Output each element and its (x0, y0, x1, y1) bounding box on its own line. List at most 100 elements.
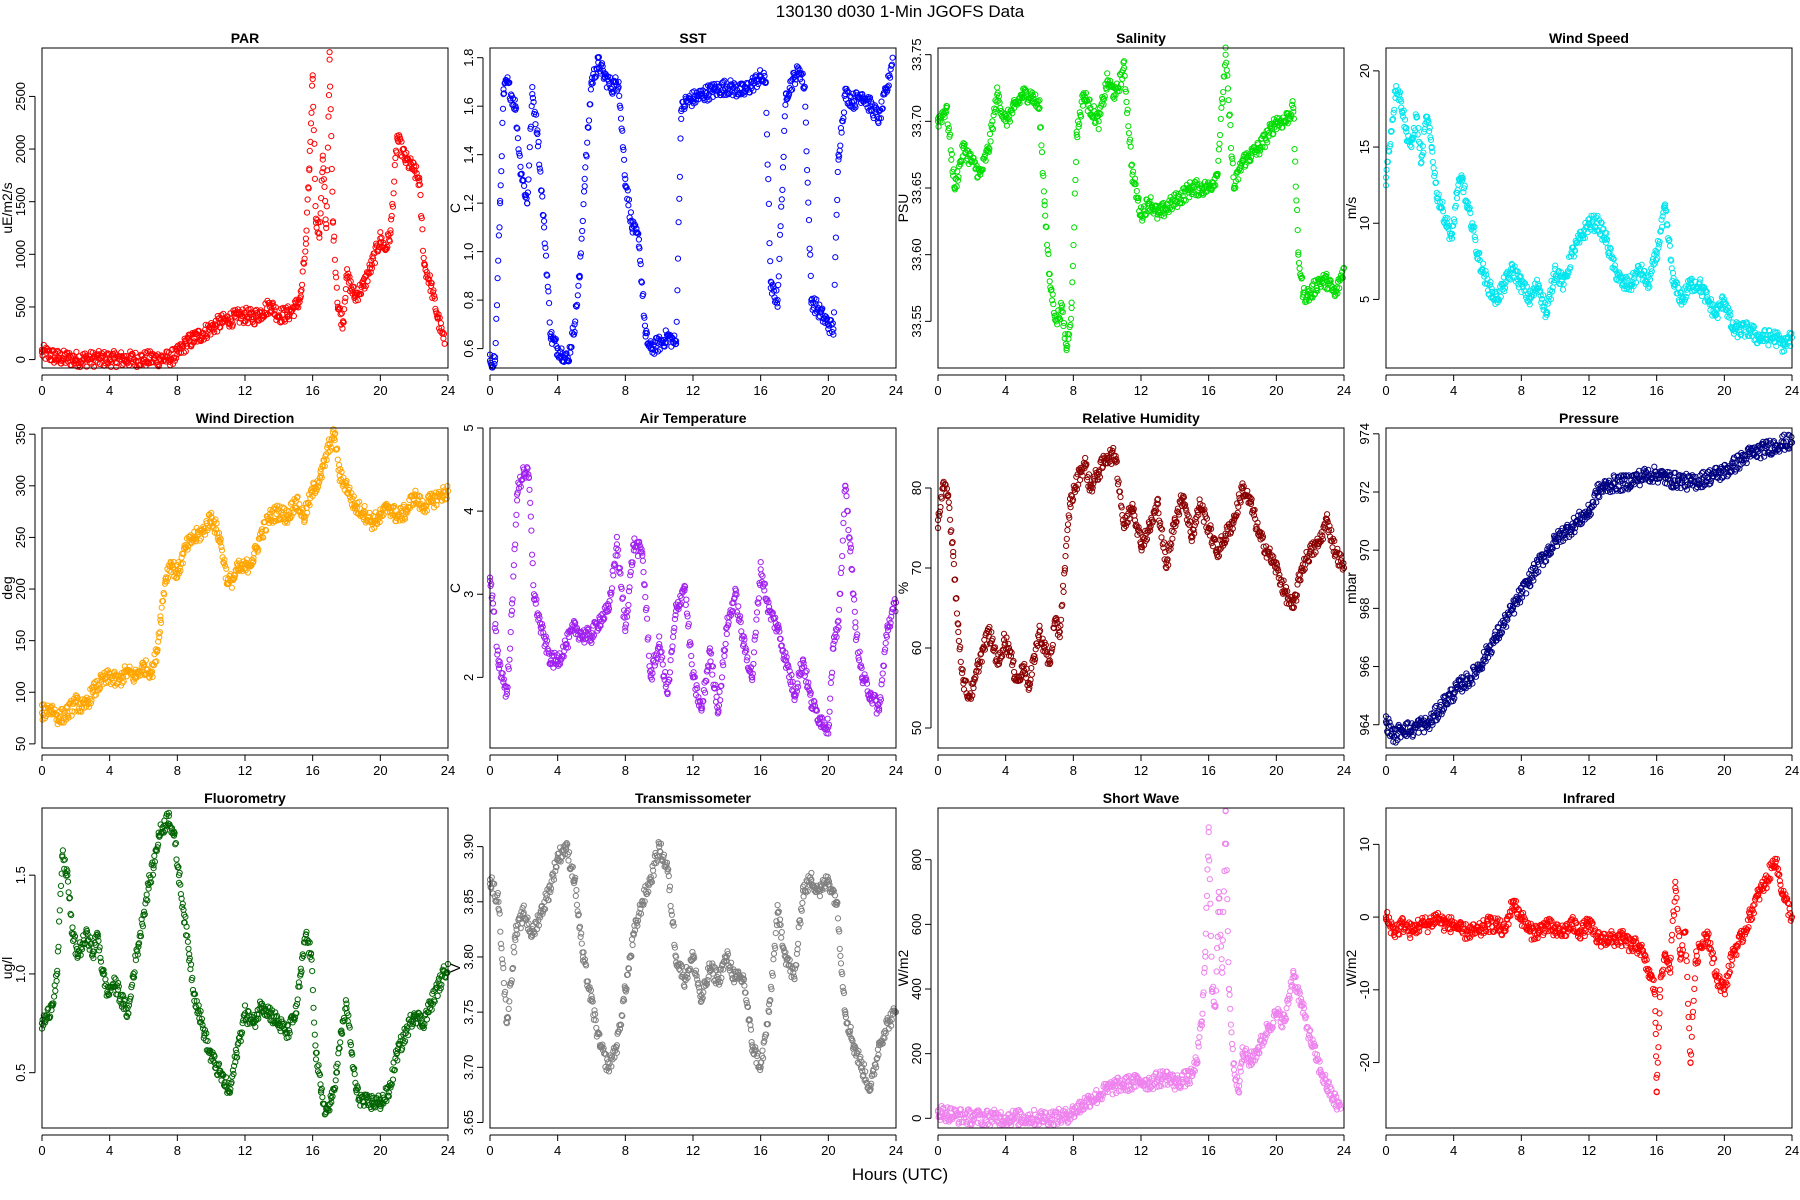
data-point (275, 312, 282, 319)
y-tick-label: 1000 (13, 240, 28, 269)
data-point (583, 153, 590, 160)
data-point (1452, 202, 1459, 209)
data-point (495, 232, 502, 239)
data-point (656, 340, 663, 347)
data-point (633, 225, 640, 232)
data-point (144, 348, 151, 355)
data-point (1092, 118, 1099, 125)
data-point (90, 363, 98, 370)
data-point (774, 297, 781, 304)
data-point (847, 541, 854, 548)
data-point (143, 349, 150, 356)
data-point (1127, 143, 1134, 150)
data-point (1205, 184, 1212, 192)
data-point (831, 281, 838, 288)
data-point (1324, 278, 1331, 285)
data-point (1170, 528, 1177, 536)
data-point (1182, 197, 1189, 204)
data-point (1559, 286, 1567, 293)
data-point (323, 221, 330, 228)
data-point (775, 281, 782, 289)
data-point (579, 217, 586, 225)
data-point (994, 84, 1001, 91)
data-point (1128, 161, 1136, 168)
data-point (547, 333, 555, 340)
data-point (706, 88, 714, 95)
data-point (1111, 95, 1118, 102)
x-tick-label: 0 (38, 383, 45, 398)
data-point (803, 667, 810, 675)
data-point (529, 91, 536, 98)
data-point (851, 596, 858, 603)
data-point (1123, 98, 1130, 106)
data-point (799, 70, 806, 77)
x-tick-label: 24 (889, 383, 903, 398)
data-point (233, 314, 240, 321)
data-point (1003, 122, 1011, 129)
data-point (1411, 131, 1418, 138)
data-point (836, 606, 843, 613)
data-point (546, 319, 553, 326)
data-point (377, 235, 384, 242)
data-point (776, 231, 784, 238)
data-point (310, 127, 317, 134)
data-point (782, 101, 789, 108)
data-point (303, 227, 310, 234)
data-point (1436, 199, 1444, 206)
data-point (1063, 344, 1070, 352)
data-point (765, 200, 773, 207)
data-point (1488, 285, 1495, 292)
y-tick-label: 1.6 (461, 97, 476, 115)
data-point (541, 224, 548, 231)
data-point (1507, 276, 1514, 283)
data-point (203, 334, 210, 342)
data-point (434, 314, 441, 321)
data-point (331, 233, 338, 240)
data-point (1323, 270, 1330, 278)
data-point (526, 162, 533, 169)
data-point (835, 151, 842, 158)
data-point (498, 168, 505, 175)
data-point (530, 591, 538, 598)
data-point (757, 67, 764, 74)
data-point (1420, 149, 1427, 156)
data-point (337, 311, 344, 318)
data-point (957, 161, 964, 168)
y-axis-label: % (895, 582, 911, 594)
data-point (574, 292, 581, 299)
x-tick-label: 20 (821, 763, 835, 778)
data-point (615, 78, 622, 86)
data-point (1259, 143, 1266, 150)
data-point (1193, 177, 1200, 184)
data-point (780, 153, 787, 160)
data-point (1666, 242, 1674, 249)
data-point (1433, 179, 1440, 186)
data-point (1121, 58, 1128, 65)
data-point (1039, 170, 1046, 177)
data-point (955, 637, 963, 645)
data-point (309, 82, 316, 89)
x-tick-label: 4 (1450, 383, 1457, 398)
data-point (581, 175, 588, 182)
data-point (779, 164, 787, 171)
data-point (1019, 91, 1026, 98)
data-point (390, 190, 397, 197)
data-point (512, 103, 519, 110)
data-point (1077, 113, 1085, 120)
data-point (1068, 299, 1075, 306)
data-point (72, 356, 79, 363)
data-point (365, 269, 372, 276)
data-point (513, 124, 520, 131)
data-point (296, 298, 303, 306)
data-point (534, 130, 541, 138)
data-point (944, 121, 951, 128)
data-points (38, 49, 448, 371)
data-point (647, 345, 654, 352)
data-point (431, 292, 438, 300)
data-point (302, 235, 309, 242)
y-tick-label: 4 (461, 507, 476, 514)
data-point (1161, 210, 1168, 217)
